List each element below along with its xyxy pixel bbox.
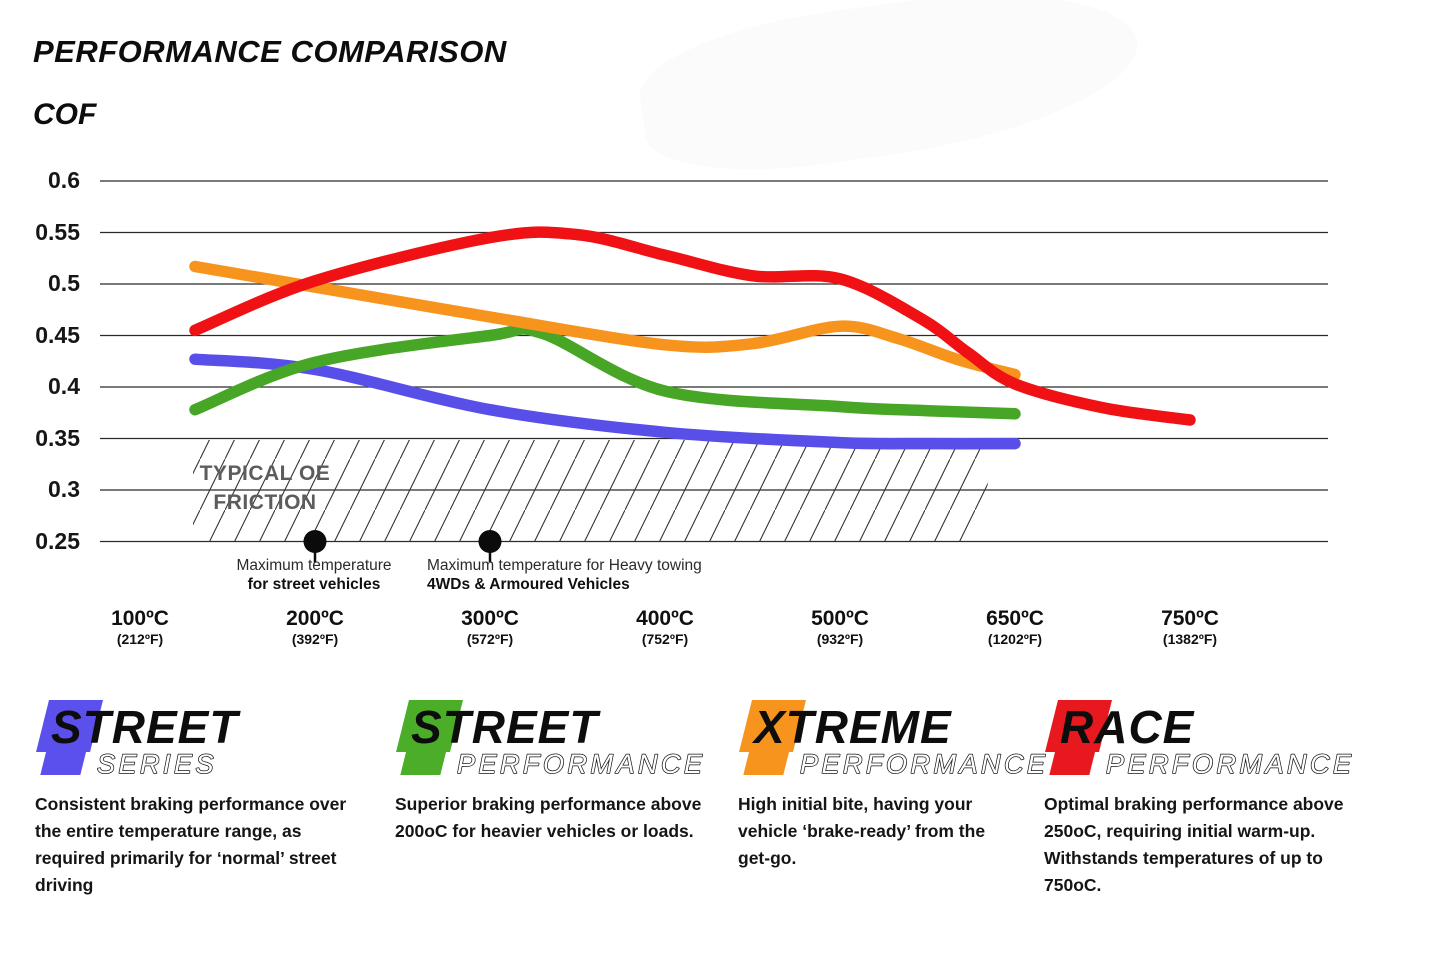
- legend-item-race-performance: RACE PERFORMANCE Optimal braking performan…: [1044, 698, 1374, 899]
- note-line-bold: 4WDs & Armoured Vehicles: [427, 575, 630, 593]
- y-tick-label: 0.3: [48, 476, 80, 502]
- logo-primary-text: STREET: [51, 701, 241, 753]
- logo-primary-text: RACE: [1060, 701, 1195, 753]
- x-tick-label: 400ºC (752ºF): [636, 607, 694, 648]
- x-tick-fahrenheit: (212ºF): [116, 631, 164, 647]
- typical-oe-friction-band: [193, 440, 996, 542]
- x-tick-fahrenheit: (392ºF): [291, 631, 339, 647]
- x-tick-fahrenheit: (752ºF): [641, 631, 689, 647]
- logo-color-square: [36, 700, 103, 752]
- note-line: Maximum temperature for Heavy towing: [427, 557, 702, 574]
- series-line-street-series: [189, 353, 1021, 450]
- x-tick-celsius: 750ºC: [1161, 607, 1219, 630]
- logo-color-square: [739, 700, 806, 752]
- x-tick-fahrenheit: (1202ºF): [987, 631, 1043, 647]
- x-tick-label: 750ºC (1382ºF): [1161, 607, 1219, 648]
- x-tick-celsius: 650ºC: [986, 607, 1044, 630]
- y-tick-label: 0.25: [35, 527, 80, 554]
- oe-label-line1: TYPICAL OE: [199, 462, 331, 485]
- max-temp-street-note: Maximum temperature for street vehicles: [236, 557, 391, 594]
- logo-color-square-small: [400, 746, 448, 775]
- legend-description: Optimal braking performance above 250oC,…: [1044, 794, 1344, 895]
- x-tick-label: 650ºC (1202ºF): [986, 607, 1044, 648]
- y-tick-label: 0.5: [48, 270, 80, 296]
- legend-item-street-series: STREET SERIES Consistent braking performan…: [35, 698, 370, 899]
- legend-description: High initial bite, having your vehicle ‘…: [738, 794, 986, 868]
- y-tick-label: 0.45: [35, 321, 80, 348]
- y-tick-label: 0.55: [35, 218, 80, 245]
- cof-line-chart: [100, 180, 1328, 563]
- series-line-street-performance: [189, 323, 1021, 420]
- x-tick-celsius: 500ºC: [811, 607, 869, 630]
- legend-description: Superior braking performance above 200oC…: [395, 794, 702, 841]
- oe-label-line2: FRICTION: [213, 491, 317, 514]
- x-tick-celsius: 300ºC: [461, 607, 519, 630]
- typical-oe-friction-label: TYPICAL OE FRICTION: [196, 459, 334, 517]
- logo-secondary-text: SERIES: [97, 749, 217, 778]
- x-tick-celsius: 400ºC: [636, 607, 694, 630]
- logo-color-square: [1045, 700, 1112, 752]
- y-axis-title: COF: [33, 98, 97, 131]
- logo-color-square-small: [40, 746, 88, 775]
- max-temp-heavy-towing-note: Maximum temperature for Heavy towing 4WD…: [427, 557, 702, 594]
- x-tick-celsius: 200ºC: [286, 607, 344, 630]
- marker-dot: [303, 530, 327, 553]
- x-tick-label: 500ºC (932ºF): [811, 607, 869, 648]
- note-line: Maximum temperature: [236, 557, 392, 574]
- x-tick-fahrenheit: (932ºF): [816, 631, 864, 647]
- series-line-race-performance: [189, 226, 1196, 426]
- logo-color-square-small: [1049, 746, 1097, 775]
- x-tick-label: 200ºC (392ºF): [286, 607, 344, 648]
- note-line-bold: for street vehicles: [247, 575, 381, 593]
- legend-item-street-performance: STREET PERFORMANCE Superior braking perfor…: [395, 698, 725, 845]
- logo-secondary-text: PERFORMANCE: [1106, 749, 1355, 778]
- legend-item-xtreme-performance: XTREME PERFORMANCE High initial bite, havi…: [738, 698, 1046, 872]
- y-tick-label: 0.6: [48, 167, 80, 193]
- logo-primary-text: XTREME: [751, 701, 952, 753]
- series-line-xtreme-performance: [189, 260, 1021, 381]
- logo-color-square: [396, 700, 463, 752]
- logo-primary-text: STREET: [411, 701, 601, 753]
- y-tick-label: 0.35: [35, 424, 80, 451]
- legend-description: Consistent braking performance over the …: [35, 794, 347, 895]
- x-tick-label: 300ºC (572ºF): [461, 607, 519, 648]
- y-tick-label: 0.4: [48, 373, 80, 399]
- logo-secondary-text: PERFORMANCE: [800, 749, 1049, 778]
- x-tick-label: 100ºC (212ºF): [111, 607, 169, 648]
- x-tick-fahrenheit: (572ºF): [466, 631, 514, 647]
- logo-secondary-text: PERFORMANCE: [457, 749, 706, 778]
- x-tick-fahrenheit: (1382ºF): [1162, 631, 1218, 647]
- logo-color-square-small: [743, 746, 791, 775]
- x-tick-celsius: 100ºC: [111, 607, 169, 630]
- page-title: PERFORMANCE COMPARISON: [33, 34, 507, 69]
- marker-dot: [478, 530, 502, 553]
